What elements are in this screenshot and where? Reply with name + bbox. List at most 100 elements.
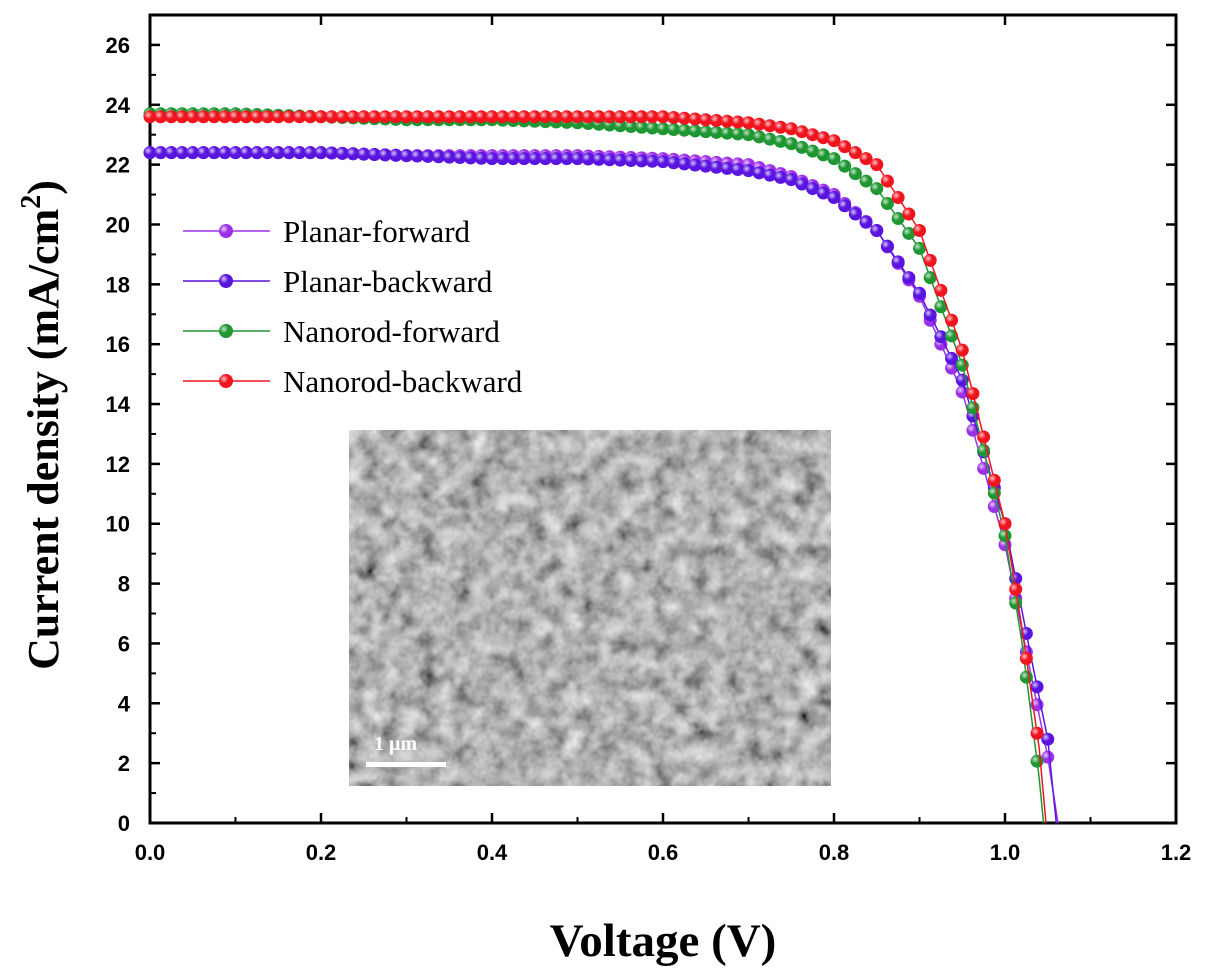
data-point-highlight [774, 170, 788, 184]
data-point-highlight [891, 211, 905, 225]
data-point-highlight [239, 110, 253, 124]
data-point-highlight [367, 148, 381, 162]
data-point-highlight [784, 122, 798, 136]
data-point-highlight [795, 177, 809, 191]
data-point-highlight [282, 110, 296, 124]
data-point-highlight [624, 154, 638, 168]
y-tick-label: 14 [106, 392, 131, 417]
data-point-highlight [1030, 754, 1044, 768]
data-point-highlight [795, 125, 809, 139]
data-point-highlight [635, 120, 649, 134]
data-point-highlight [784, 137, 798, 151]
data-point-highlight [346, 147, 360, 161]
data-point-highlight [891, 255, 905, 269]
data-point-highlight [923, 253, 937, 267]
data-point-highlight [677, 111, 691, 125]
data-point-highlight [966, 387, 980, 401]
y-tick-label: 6 [118, 631, 130, 656]
data-point-highlight [517, 152, 531, 166]
data-point-highlight [709, 125, 723, 139]
data-point-highlight [699, 159, 713, 173]
data-point-highlight [998, 529, 1012, 543]
data-point-highlight [581, 110, 595, 124]
data-point-highlight [913, 286, 926, 300]
data-point-highlight [143, 146, 157, 160]
data-point-highlight [913, 223, 926, 237]
legend-item: Planar-forward [183, 214, 471, 249]
legend-label: Planar-forward [283, 214, 471, 249]
data-point-highlight [880, 174, 894, 188]
data-point-highlight [250, 146, 264, 160]
data-point-highlight [239, 146, 253, 160]
data-point-highlight [656, 110, 670, 124]
data-point-highlight [581, 152, 595, 166]
data-point-highlight [229, 110, 242, 124]
data-point-highlight [816, 186, 830, 200]
x-axis-title: Voltage (V) [550, 915, 777, 967]
data-point-highlight [880, 197, 894, 211]
data-point-highlight [528, 110, 542, 124]
data-point-highlight [827, 134, 841, 148]
x-tick-label: 0.8 [819, 840, 850, 865]
data-point-highlight [752, 166, 766, 180]
data-point-highlight [571, 152, 584, 166]
y-axis-title-main: Current density (mA/cm [19, 209, 68, 670]
data-point-highlight [496, 110, 510, 124]
data-point-highlight [325, 110, 339, 124]
data-point-highlight [432, 150, 446, 164]
legend-marker-highlight [219, 374, 233, 388]
data-point-highlight [421, 149, 435, 163]
data-point-highlight [870, 158, 884, 172]
data-point-highlight [1009, 582, 1023, 596]
data-point-highlight [303, 110, 317, 124]
data-point-highlight [603, 153, 617, 167]
data-point-highlight [613, 119, 627, 133]
data-point-highlight [688, 124, 702, 138]
data-point-highlight [816, 131, 830, 145]
data-point-highlight [1019, 651, 1033, 665]
data-point-highlight [346, 110, 360, 124]
data-point-highlight [635, 110, 649, 124]
data-point-highlight [645, 121, 659, 135]
legend-label: Planar-backward [283, 264, 493, 299]
data-point-highlight [859, 174, 873, 188]
x-tick-label: 0.4 [477, 840, 508, 865]
data-point-highlight [400, 110, 413, 124]
data-point-highlight [859, 215, 873, 229]
data-point-highlight [806, 128, 820, 142]
data-point-highlight [742, 164, 755, 178]
data-point-highlight [848, 207, 862, 221]
x-tick-label: 1.0 [990, 840, 1021, 865]
data-point-highlight [506, 110, 520, 124]
data-point-highlight [645, 110, 659, 124]
data-point-highlight [464, 151, 478, 165]
series-nanorod-backward [143, 110, 1047, 824]
data-point-highlight [720, 161, 734, 175]
scale-bar [366, 762, 446, 767]
x-tick-label: 1.2 [1161, 840, 1192, 865]
data-point-highlight [282, 146, 296, 160]
data-point-highlight [891, 191, 905, 205]
data-point-highlight [186, 110, 200, 124]
data-point-highlight [453, 151, 467, 165]
data-point-highlight [870, 223, 884, 237]
data-point-highlight [442, 150, 456, 164]
data-point-highlight [485, 110, 499, 124]
y-axis-title-superscript: 2 [16, 195, 47, 209]
data-point-highlight [624, 110, 638, 124]
data-point-highlight [709, 160, 723, 174]
data-point-highlight [154, 146, 168, 160]
data-point-highlight [806, 182, 820, 196]
data-point-highlight [218, 110, 232, 124]
data-point-highlight [1041, 732, 1055, 746]
data-point-highlight [603, 110, 617, 124]
data-point-highlight [752, 117, 766, 131]
data-point-highlight [934, 283, 948, 297]
data-point-highlight [656, 122, 670, 136]
y-axis-title: Current density (mA/cm2) [16, 180, 68, 670]
data-point-highlight [389, 148, 403, 162]
data-point-highlight [271, 110, 285, 124]
data-point-highlight [624, 119, 638, 133]
data-point-highlight [742, 128, 755, 142]
data-point-highlight [207, 146, 221, 160]
